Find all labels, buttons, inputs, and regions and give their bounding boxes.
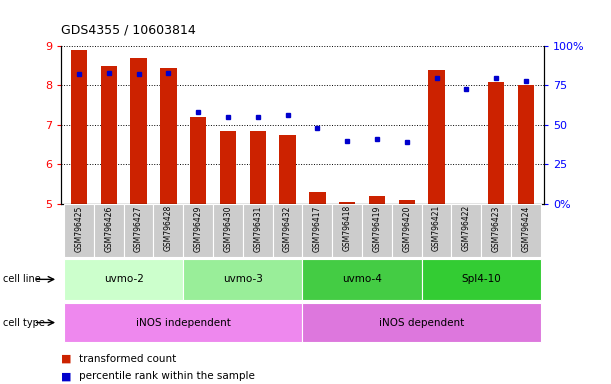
Text: iNOS independent: iNOS independent <box>136 318 231 328</box>
Text: uvmo-3: uvmo-3 <box>223 274 263 285</box>
Text: ■: ■ <box>61 371 71 381</box>
Bar <box>64 258 183 300</box>
Bar <box>123 204 153 257</box>
Bar <box>130 58 147 204</box>
Bar <box>71 50 87 204</box>
Text: GSM796428: GSM796428 <box>164 205 173 252</box>
Bar <box>153 204 183 257</box>
Text: uvmo-4: uvmo-4 <box>342 274 382 285</box>
Bar <box>160 68 177 204</box>
Bar <box>511 204 541 257</box>
Bar <box>428 70 445 204</box>
Text: cell type: cell type <box>3 318 45 328</box>
Text: GSM796420: GSM796420 <box>402 205 411 252</box>
Bar <box>190 117 207 204</box>
Text: GSM796429: GSM796429 <box>194 205 203 252</box>
Bar <box>101 66 117 204</box>
Bar <box>302 258 422 300</box>
Bar <box>362 204 392 257</box>
Text: GSM796421: GSM796421 <box>432 205 441 252</box>
Text: ■: ■ <box>61 354 71 364</box>
Bar <box>220 131 236 204</box>
Text: GSM796417: GSM796417 <box>313 205 322 252</box>
Text: GSM796424: GSM796424 <box>521 205 530 252</box>
Text: GSM796425: GSM796425 <box>75 205 84 252</box>
Bar <box>183 258 302 300</box>
Bar <box>243 204 273 257</box>
Text: cell line: cell line <box>3 274 41 285</box>
Bar <box>398 200 415 204</box>
Text: uvmo-2: uvmo-2 <box>104 274 144 285</box>
Text: GSM796423: GSM796423 <box>492 205 500 252</box>
Text: Spl4-10: Spl4-10 <box>461 274 501 285</box>
Bar <box>302 204 332 257</box>
Text: transformed count: transformed count <box>79 354 177 364</box>
Bar <box>213 204 243 257</box>
Text: GSM796422: GSM796422 <box>462 205 471 252</box>
Bar <box>332 204 362 257</box>
Bar <box>273 204 302 257</box>
Bar <box>183 204 213 257</box>
Text: iNOS dependent: iNOS dependent <box>379 318 464 328</box>
Bar <box>392 204 422 257</box>
Bar <box>64 204 94 257</box>
Bar <box>481 204 511 257</box>
Bar <box>422 258 541 300</box>
Text: GSM796432: GSM796432 <box>283 205 292 252</box>
Bar <box>369 196 385 204</box>
Bar <box>422 204 452 257</box>
Text: percentile rank within the sample: percentile rank within the sample <box>79 371 255 381</box>
Bar <box>302 303 541 343</box>
Bar <box>249 131 266 204</box>
Bar <box>64 303 302 343</box>
Bar <box>94 204 123 257</box>
Text: GSM796430: GSM796430 <box>224 205 232 252</box>
Text: GDS4355 / 10603814: GDS4355 / 10603814 <box>61 23 196 36</box>
Bar <box>518 86 534 204</box>
Bar <box>339 202 356 204</box>
Text: GSM796418: GSM796418 <box>343 205 352 252</box>
Text: GSM796419: GSM796419 <box>373 205 381 252</box>
Bar <box>279 135 296 204</box>
Text: GSM796431: GSM796431 <box>253 205 262 252</box>
Bar <box>488 81 504 204</box>
Text: GSM796427: GSM796427 <box>134 205 143 252</box>
Bar <box>452 204 481 257</box>
Text: GSM796426: GSM796426 <box>104 205 113 252</box>
Bar <box>309 192 326 204</box>
